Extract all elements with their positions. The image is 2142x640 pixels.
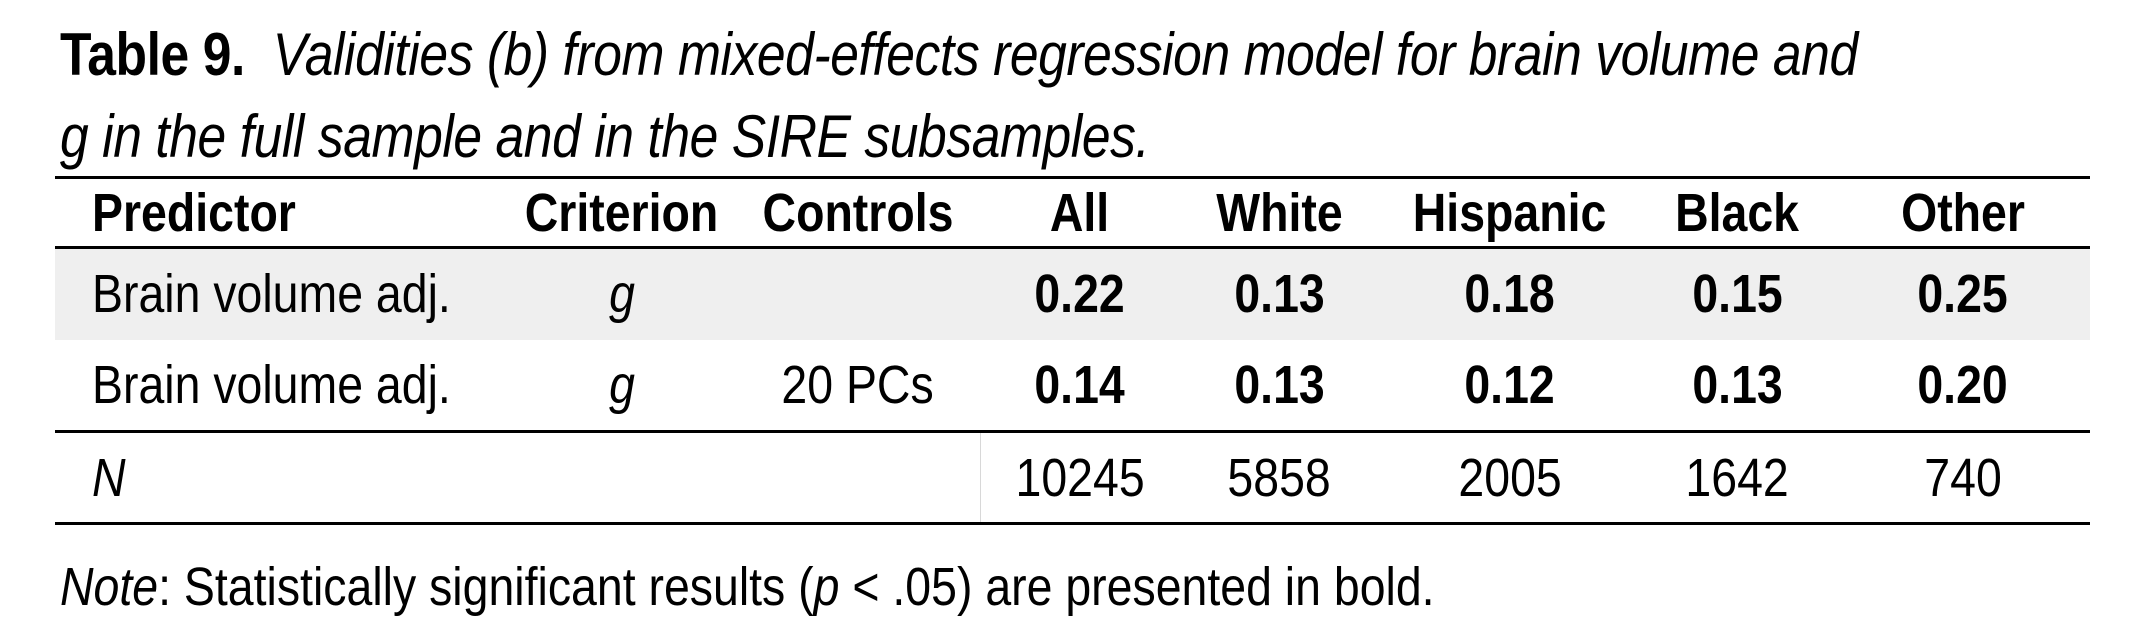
n-empty-controls — [734, 430, 981, 525]
header-predictor: Predictor — [55, 176, 510, 249]
header-criterion: Criterion — [509, 176, 735, 249]
value-white: 0.13 — [1234, 354, 1325, 415]
n-other: 740 — [1835, 430, 2090, 525]
n-label: N — [55, 430, 510, 525]
note-text-after: < .05) are presented in bold. — [839, 557, 1435, 617]
n-white: 5858 — [1178, 430, 1381, 525]
note-label: Note — [60, 557, 159, 617]
note-text-before: : Statistically significant results ( — [158, 557, 814, 617]
value-all: 0.22 — [980, 247, 1178, 340]
n-black: 1642 — [1638, 430, 1836, 525]
caption-line-1: Table 9. Validities (b) from mixed-effec… — [60, 21, 1858, 88]
n-hispanic: 2005 — [1380, 430, 1639, 525]
value-black: 0.13 — [1691, 354, 1783, 415]
header-other: Other — [1835, 176, 2090, 249]
value-other: 0.25 — [1835, 247, 2090, 340]
header-black: Black — [1638, 176, 1836, 249]
value-all: 0.14 — [1034, 354, 1125, 415]
validities-table: Predictor Criterion Controls All White H… — [55, 176, 2090, 525]
criterion-cell: g — [608, 354, 635, 415]
controls-cell: 20 PCs — [781, 354, 934, 415]
criterion-cell: g — [509, 247, 735, 340]
n-all: 10245 — [980, 430, 1178, 525]
caption-text-1: Validities (b) from mixed-effects regres… — [272, 21, 1858, 88]
predictor-cell: Brain volume adj. — [55, 247, 510, 340]
table-row: Brain volume adj. g 20 PCs 0.14 0.13 0.1… — [55, 340, 2090, 432]
table-row: Brain volume adj. g 0.22 0.13 0.18 0.15 … — [55, 247, 2090, 340]
predictor-cell: Brain volume adj. — [92, 354, 451, 415]
n-empty-criterion — [509, 430, 735, 525]
controls-cell — [734, 247, 981, 340]
value-white: 0.13 — [1178, 247, 1381, 340]
sample-size-row: N 10245 5858 2005 1642 740 — [55, 430, 2090, 525]
note-p-symbol: p — [813, 557, 840, 617]
header-all: All — [980, 176, 1178, 249]
header-hispanic: Hispanic — [1380, 176, 1639, 249]
value-black: 0.15 — [1638, 247, 1836, 340]
header-row: Predictor Criterion Controls All White H… — [55, 176, 2090, 249]
value-hispanic: 0.18 — [1380, 247, 1639, 340]
table-note: Note: Statistically significant results … — [60, 552, 1435, 622]
table-caption: Table 9. Validities (b) from mixed-effec… — [60, 14, 1858, 178]
value-hispanic: 0.12 — [1464, 354, 1555, 415]
caption-text-2: g in the full sample and in the SIRE sub… — [60, 103, 1150, 170]
header-controls: Controls — [734, 176, 981, 249]
value-other: 0.20 — [1917, 354, 2008, 415]
header-white: White — [1178, 176, 1381, 249]
caption-label: Table 9. — [60, 21, 245, 88]
